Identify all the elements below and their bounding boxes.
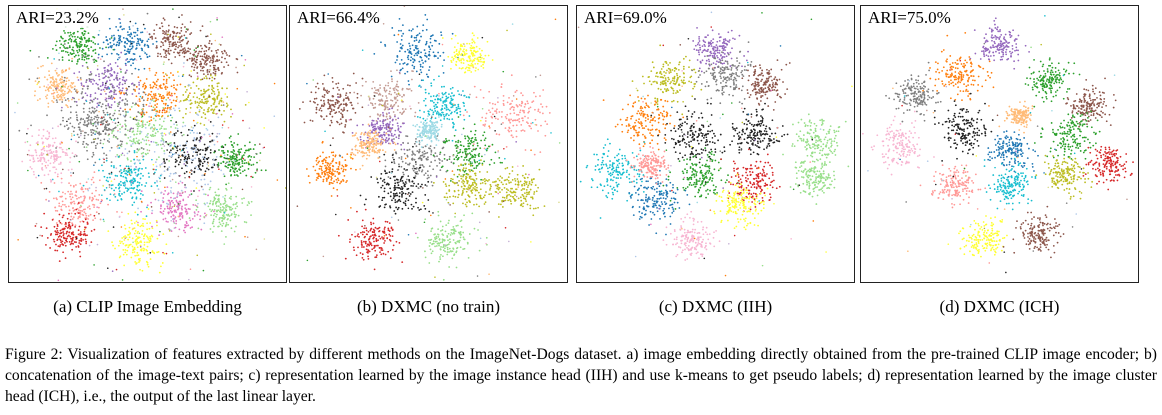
panel-c: ARI=69.0% <box>576 5 855 283</box>
cluster <box>373 14 464 86</box>
panel-a: ARI=23.2% <box>8 5 287 283</box>
cluster <box>34 202 96 263</box>
cluster <box>378 134 458 190</box>
cluster <box>662 147 739 210</box>
cluster <box>97 17 158 71</box>
cluster <box>628 169 691 236</box>
cluster <box>416 210 488 281</box>
scatter-plot-c <box>577 11 853 277</box>
cluster <box>489 165 546 218</box>
cluster <box>861 110 935 176</box>
cluster <box>88 62 230 231</box>
cluster <box>71 51 141 130</box>
cluster <box>181 25 239 81</box>
cluster <box>625 145 670 185</box>
cluster <box>1033 110 1101 160</box>
cluster <box>1082 145 1134 191</box>
cluster <box>416 75 471 142</box>
cluster <box>213 133 267 186</box>
noise-points <box>14 7 286 282</box>
cluster <box>432 159 494 208</box>
cluster <box>631 44 703 116</box>
cluster <box>350 123 397 170</box>
cluster <box>723 102 789 156</box>
cluster <box>933 92 994 162</box>
figure-caption: Figure 2: Visualization of features extr… <box>5 346 1157 405</box>
cluster <box>432 116 503 182</box>
panel-b: ARI=66.4% <box>289 5 568 283</box>
cluster <box>33 57 84 109</box>
subcaption-a: (a) CLIP Image Embedding <box>53 297 242 316</box>
cluster <box>1024 57 1081 108</box>
cluster <box>9 12 154 186</box>
cluster <box>82 147 180 218</box>
cluster <box>602 94 685 151</box>
scatter-plot-d <box>861 15 1134 274</box>
cluster <box>305 140 357 197</box>
cluster <box>353 69 420 130</box>
cluster <box>168 73 247 126</box>
cluster <box>987 130 1039 178</box>
cluster <box>789 151 836 205</box>
cluster <box>983 157 1037 211</box>
cluster <box>782 113 850 168</box>
cluster <box>1035 154 1094 200</box>
cluster <box>885 61 942 123</box>
subcaption-d: (d) DXMC (ICH) <box>939 297 1060 316</box>
cluster <box>713 173 769 231</box>
cluster <box>662 210 721 261</box>
subcaption-c: (c) DXMC (IIH) <box>658 297 773 316</box>
scatter-plot-b <box>296 6 561 281</box>
ari-label-b: ARI=66.4% <box>295 8 382 28</box>
noise-points <box>296 6 561 278</box>
scatter-plot-a <box>9 7 286 282</box>
cluster <box>148 14 202 65</box>
cluster <box>720 148 781 213</box>
ari-label-c: ARI=69.0% <box>582 8 669 28</box>
cluster <box>919 164 987 209</box>
cluster <box>691 41 753 105</box>
cluster <box>969 17 1030 70</box>
cluster <box>412 113 446 148</box>
ari-label-a: ARI=23.2% <box>14 8 101 28</box>
cluster <box>113 67 191 123</box>
cluster <box>958 215 1008 258</box>
cluster <box>337 208 404 271</box>
cluster <box>359 145 431 215</box>
cluster <box>1065 77 1117 128</box>
cluster <box>107 208 168 274</box>
cluster <box>998 100 1034 134</box>
cluster <box>692 26 749 73</box>
cluster <box>298 72 364 140</box>
noise-points <box>577 11 853 277</box>
panel-d: ARI=75.0% <box>860 5 1139 283</box>
cluster <box>922 32 995 102</box>
noise-points <box>867 15 1128 274</box>
cluster <box>188 182 253 238</box>
subcaption-b: (b) DXMC (no train) <box>356 297 501 316</box>
cluster <box>441 32 494 74</box>
cluster <box>21 125 77 184</box>
cluster <box>650 98 740 164</box>
cluster <box>1002 205 1065 259</box>
ari-label-d: ARI=75.0% <box>866 8 953 28</box>
cluster <box>462 74 551 156</box>
